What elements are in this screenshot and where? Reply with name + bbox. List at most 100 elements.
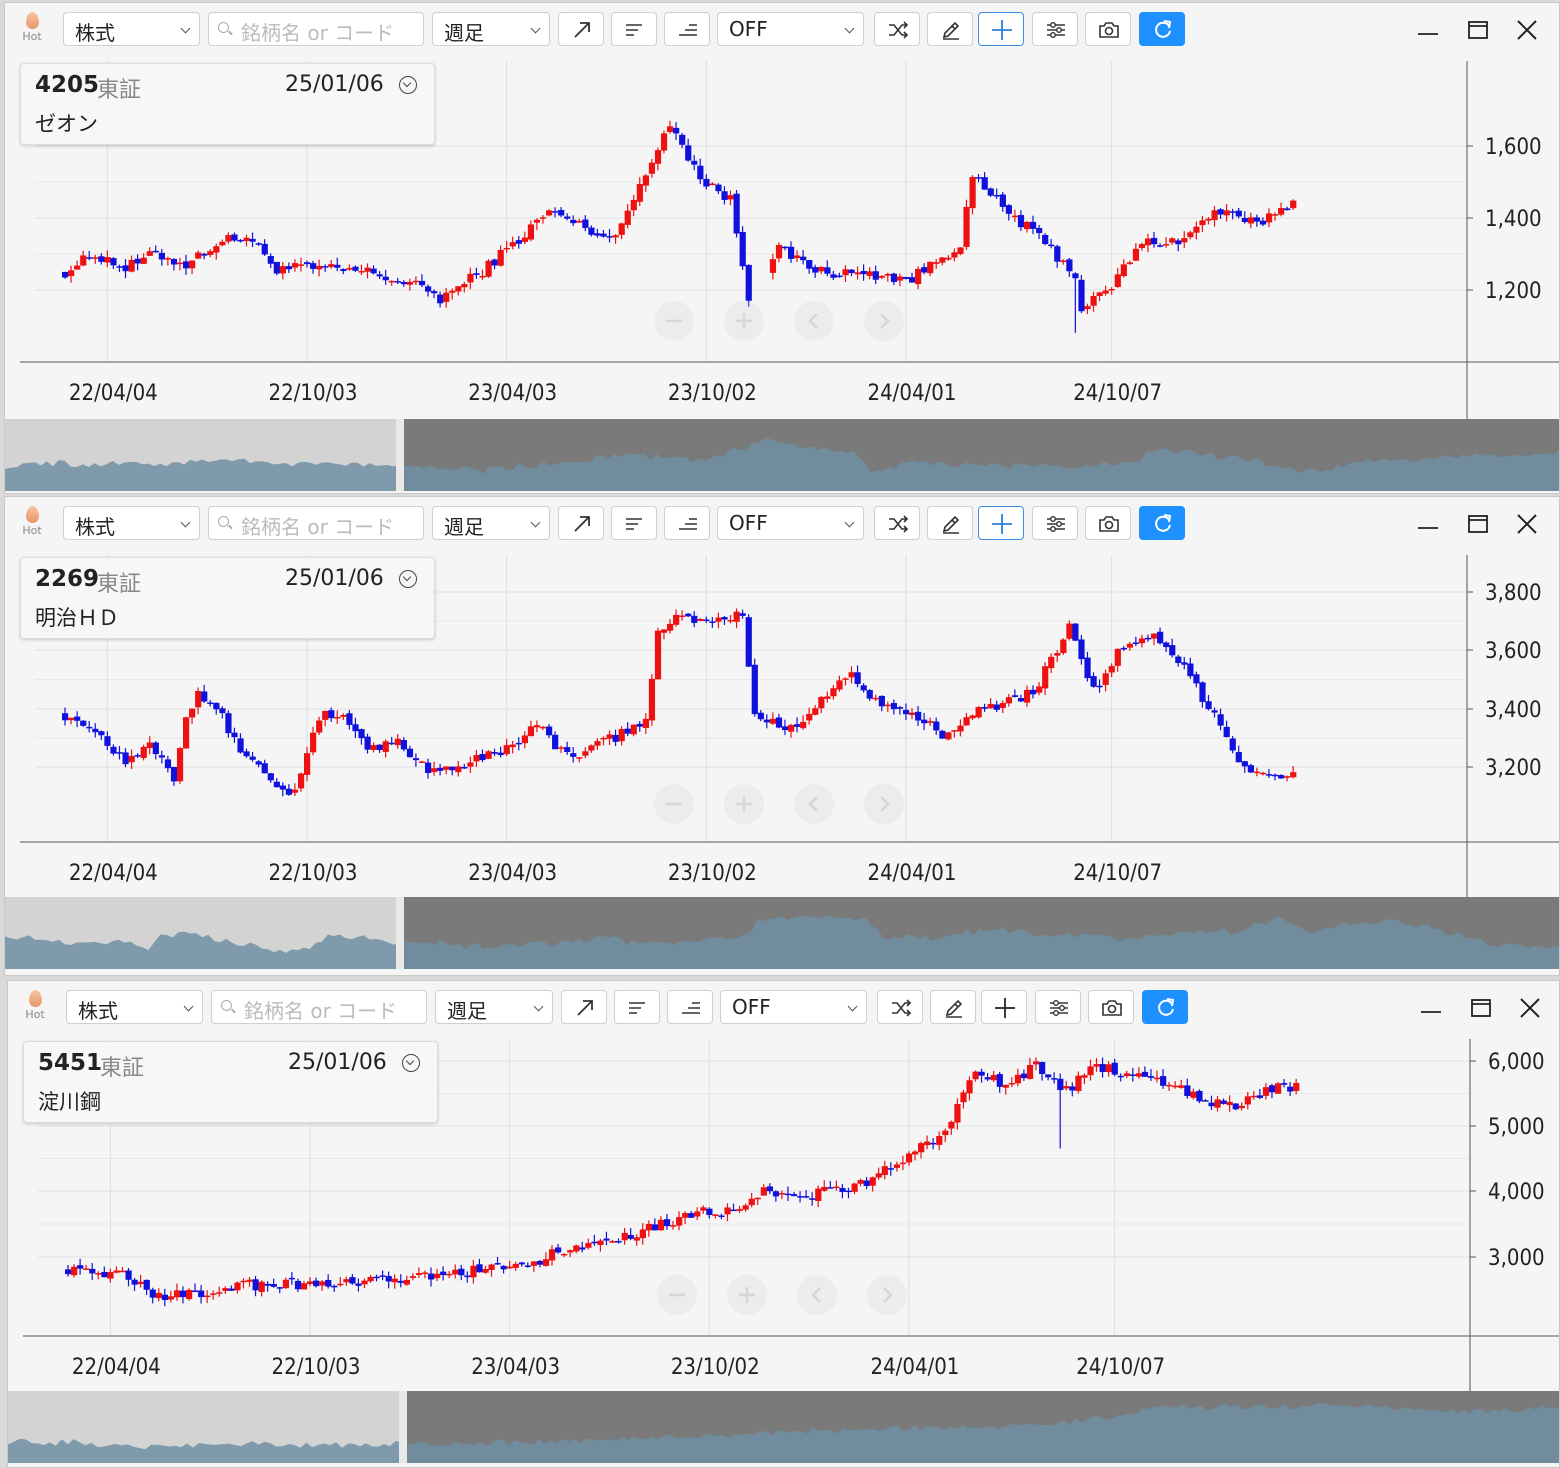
minimize-button[interactable] bbox=[1413, 509, 1443, 539]
draw-button[interactable] bbox=[927, 506, 973, 540]
price-chart[interactable]: 3,000 4,000 5,000 6,000 22/04/04 22/10/03 23/0… bbox=[8, 1039, 1559, 1467]
zoom-out-button[interactable] bbox=[654, 301, 694, 341]
candle bbox=[143, 1279, 150, 1290]
draw-button[interactable] bbox=[927, 12, 973, 46]
candle bbox=[851, 1183, 858, 1192]
close-button[interactable] bbox=[1512, 15, 1542, 45]
crosshair-button[interactable] bbox=[978, 506, 1024, 540]
close-icon bbox=[1517, 20, 1537, 40]
align-left-button[interactable] bbox=[611, 12, 657, 46]
scroll-left-button[interactable] bbox=[794, 301, 834, 341]
hot-button[interactable]: Hot bbox=[20, 990, 50, 1021]
trend-line-icon bbox=[574, 22, 590, 38]
settings-button[interactable] bbox=[1035, 990, 1081, 1024]
symbol-search-input[interactable]: 銘柄名 or コード bbox=[208, 12, 424, 46]
align-right-button[interactable] bbox=[667, 990, 713, 1024]
price-chart[interactable]: 1,200 1,400 1,600 22/04/04 22/10/03 23/04/03 2… bbox=[5, 61, 1559, 493]
maximize-button[interactable] bbox=[1463, 15, 1493, 45]
candle bbox=[1265, 213, 1273, 223]
market-type-select[interactable]: 株式 bbox=[63, 506, 200, 540]
refresh-button[interactable] bbox=[1139, 12, 1185, 46]
candle bbox=[685, 613, 692, 617]
indicator-select[interactable]: OFF bbox=[717, 506, 864, 540]
trend-line-button[interactable] bbox=[561, 990, 607, 1024]
zoom-in-button[interactable] bbox=[724, 784, 764, 824]
zoom-in-button[interactable] bbox=[724, 301, 764, 341]
candle bbox=[252, 1279, 259, 1291]
candle bbox=[1102, 290, 1109, 294]
align-left-button[interactable] bbox=[614, 990, 660, 1024]
align-left-button[interactable] bbox=[611, 506, 657, 540]
candle bbox=[92, 728, 99, 733]
candle bbox=[875, 1173, 882, 1178]
candle bbox=[527, 726, 535, 737]
minimize-button[interactable] bbox=[1416, 993, 1446, 1023]
hot-button[interactable]: Hot bbox=[17, 12, 47, 43]
screenshot-button[interactable] bbox=[1085, 12, 1131, 46]
scroll-right-button[interactable] bbox=[864, 784, 904, 824]
crosshair-button[interactable] bbox=[978, 12, 1024, 46]
close-button[interactable] bbox=[1515, 993, 1545, 1023]
trend-line-button[interactable] bbox=[558, 12, 604, 46]
period-select[interactable]: 週足 bbox=[432, 506, 550, 540]
candle bbox=[921, 267, 928, 273]
symbol-search-input[interactable]: 銘柄名 or コード bbox=[211, 990, 427, 1024]
candle bbox=[857, 1180, 864, 1184]
candle bbox=[524, 1265, 531, 1267]
crosshair-button[interactable] bbox=[981, 990, 1027, 1024]
scroll-right-button[interactable] bbox=[867, 1275, 907, 1315]
minimize-button[interactable] bbox=[1413, 15, 1443, 45]
period-select[interactable]: 週足 bbox=[435, 990, 553, 1024]
chevron-circle-down-icon[interactable] bbox=[402, 1054, 420, 1072]
settings-button[interactable] bbox=[1032, 506, 1078, 540]
shuffle-button[interactable] bbox=[874, 12, 920, 46]
zoom-out-button[interactable] bbox=[654, 784, 694, 824]
candle bbox=[431, 291, 438, 294]
search-placeholder: 銘柄名 or コード bbox=[244, 999, 398, 1023]
shuffle-button[interactable] bbox=[877, 990, 923, 1024]
candle bbox=[207, 702, 214, 704]
candle bbox=[833, 1186, 840, 1189]
align-right-button[interactable] bbox=[664, 12, 710, 46]
scroll-left-button[interactable] bbox=[797, 1275, 837, 1315]
shuffle-button[interactable] bbox=[874, 506, 920, 540]
settings-button[interactable] bbox=[1032, 12, 1078, 46]
scroll-left-button[interactable] bbox=[794, 784, 834, 824]
candle bbox=[279, 785, 286, 790]
candle bbox=[518, 1262, 525, 1265]
indicator-select[interactable]: OFF bbox=[720, 990, 867, 1024]
maximize-button[interactable] bbox=[1466, 993, 1496, 1023]
close-button[interactable] bbox=[1512, 509, 1542, 539]
candle bbox=[1151, 237, 1158, 245]
refresh-button[interactable] bbox=[1142, 990, 1188, 1024]
chevron-circle-down-icon[interactable] bbox=[399, 570, 417, 588]
candle bbox=[945, 257, 952, 260]
candle bbox=[902, 277, 910, 279]
symbol-search-input[interactable]: 銘柄名 or コード bbox=[208, 506, 424, 540]
period-select[interactable]: 週足 bbox=[432, 12, 550, 46]
price-chart[interactable]: 3,200 3,400 3,600 3,800 22/04/04 22/10/03 23/0… bbox=[5, 555, 1559, 975]
maximize-button[interactable] bbox=[1463, 509, 1493, 539]
draw-button[interactable] bbox=[930, 990, 976, 1024]
hot-button[interactable]: Hot bbox=[17, 506, 47, 537]
zoom-in-button[interactable] bbox=[727, 1275, 767, 1315]
market-type-select[interactable]: 株式 bbox=[63, 12, 200, 46]
x-tick-label: 23/04/03 bbox=[468, 381, 557, 406]
candle bbox=[763, 719, 770, 723]
trend-line-button[interactable] bbox=[558, 506, 604, 540]
indicator-select[interactable]: OFF bbox=[717, 12, 864, 46]
candle bbox=[503, 745, 510, 755]
align-right-button[interactable] bbox=[664, 506, 710, 540]
chevron-circle-down-icon[interactable] bbox=[399, 76, 417, 94]
market-type-select[interactable]: 株式 bbox=[66, 990, 203, 1024]
candle bbox=[198, 1290, 205, 1298]
candle bbox=[912, 1151, 919, 1155]
candle bbox=[552, 211, 559, 213]
screenshot-button[interactable] bbox=[1088, 990, 1134, 1024]
screenshot-button[interactable] bbox=[1085, 506, 1131, 540]
scroll-right-button[interactable] bbox=[864, 301, 904, 341]
refresh-button[interactable] bbox=[1139, 506, 1185, 540]
candle bbox=[273, 781, 280, 788]
zoom-out-button[interactable] bbox=[657, 1275, 697, 1315]
scroll-left-icon bbox=[808, 796, 818, 812]
